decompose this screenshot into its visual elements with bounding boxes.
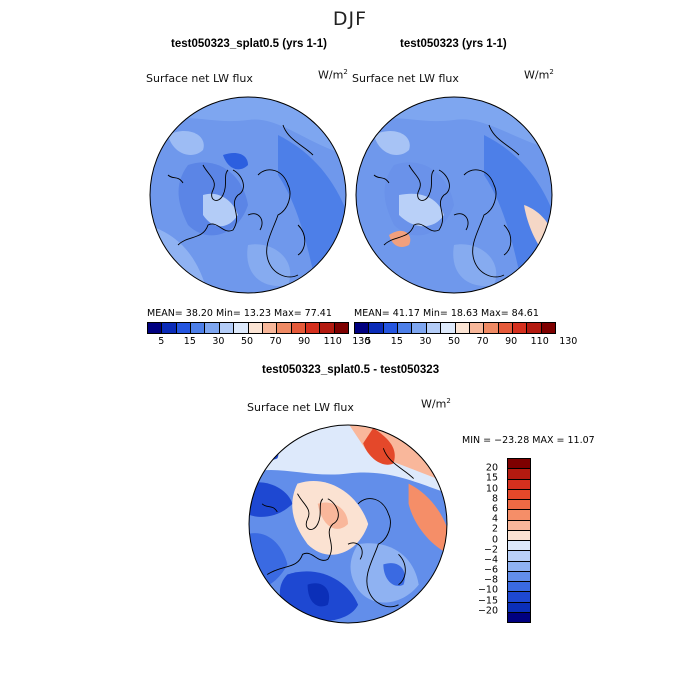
colorbar-swatch xyxy=(508,612,530,622)
panel1-unit: W/m2 xyxy=(318,68,348,82)
colorbar-tick-label: 70 xyxy=(269,336,282,347)
colorbar-swatch xyxy=(148,323,163,333)
colorbar-tick-label: −6 xyxy=(483,564,498,576)
colorbar-swatch xyxy=(508,520,530,531)
colorbar-swatch xyxy=(248,323,263,333)
colorbar-swatch xyxy=(277,323,292,333)
colorbar-swatch xyxy=(219,323,235,333)
colorbar-swatch xyxy=(369,323,384,333)
colorbar-tick-label: 20 xyxy=(485,462,498,474)
colorbar-swatch xyxy=(508,561,530,572)
colorbar-tick-label: −8 xyxy=(483,574,498,586)
colorbar-swatch xyxy=(508,530,530,541)
colorbar-tick-label: 90 xyxy=(298,336,311,347)
colorbar-swatch xyxy=(508,500,530,511)
panel2-polar-map xyxy=(355,96,553,294)
colorbar-swatch xyxy=(262,323,278,333)
colorbar-tick-label: 4 xyxy=(491,513,498,525)
colorbar-tick-label: 110 xyxy=(323,336,342,347)
colorbar-tick-label: 5 xyxy=(158,336,165,347)
colorbar-tick-label: 15 xyxy=(183,336,196,347)
colorbar-swatch xyxy=(508,571,530,582)
colorbar-swatch xyxy=(484,323,499,333)
diff-variable: Surface net LW flux xyxy=(247,401,354,414)
colorbar-swatch xyxy=(191,323,206,333)
colorbar-tick-label: 30 xyxy=(419,336,432,347)
colorbar-swatch xyxy=(234,323,249,333)
colorbar-swatch xyxy=(527,323,542,333)
colorbar-tick-label: 90 xyxy=(505,336,518,347)
colorbar-swatch xyxy=(508,510,530,521)
colorbar-swatch xyxy=(176,323,192,333)
colorbar-swatch xyxy=(412,323,427,333)
colorbar-tick-label: 0 xyxy=(491,534,498,545)
colorbar-swatch xyxy=(305,323,321,333)
panel1-variable: Surface net LW flux xyxy=(146,72,253,85)
colorbar-swatch xyxy=(508,489,530,500)
colorbar-tick-label: 50 xyxy=(240,336,254,347)
colorbar-swatch xyxy=(205,323,220,333)
colorbar-swatch xyxy=(508,551,530,562)
colorbar-swatch xyxy=(508,541,530,552)
colorbar-swatch xyxy=(541,323,556,333)
colorbar-tick-label: 10 xyxy=(485,483,498,495)
diff-colorbar-ticks: 20 15 10 8 6 4 2 0 −2 −4 −6 −8 −10 −15 −20 xyxy=(477,458,550,621)
colorbar-swatch xyxy=(441,323,456,333)
panel2-colorbar-ticks: 5 15 30 50 70 90 110 130 xyxy=(354,336,577,350)
diff-colorbar xyxy=(507,458,531,623)
colorbar-tick-label: 2 xyxy=(491,523,498,535)
panel2-colorbar xyxy=(354,322,556,334)
panel1-title: test050323_splat0.5 (yrs 1-1) xyxy=(171,38,327,50)
colorbar-swatch xyxy=(469,323,485,333)
panel2-unit: W/m2 xyxy=(524,68,554,82)
colorbar-swatch xyxy=(162,323,177,333)
colorbar-swatch xyxy=(320,323,335,333)
colorbar-tick-label: 50 xyxy=(447,336,461,347)
colorbar-tick-label: 70 xyxy=(476,336,489,347)
colorbar-swatch xyxy=(455,323,470,333)
season-title: DJF xyxy=(332,8,368,30)
diff-title: test050323_splat0.5 - test050323 xyxy=(262,364,440,376)
colorbar-tick-label: −2 xyxy=(483,544,498,556)
panel1-stats: MEAN= 38.20 Min= 13.23 Max= 77.41 xyxy=(147,308,332,319)
colorbar-swatch xyxy=(498,323,513,333)
colorbar-tick-label: −15 xyxy=(477,595,498,607)
colorbar-swatch xyxy=(508,602,530,613)
colorbar-swatch xyxy=(355,323,370,333)
panel2-stats: MEAN= 41.17 Min= 18.63 Max= 84.61 xyxy=(354,308,539,319)
panel1-colorbar xyxy=(147,322,349,334)
diff-polar-map xyxy=(248,424,448,624)
colorbar-swatch xyxy=(508,469,530,480)
colorbar-swatch xyxy=(383,323,399,333)
colorbar-tick-label: 130 xyxy=(559,336,578,347)
panel2-variable: Surface net LW flux xyxy=(352,72,459,85)
diff-unit: W/m2 xyxy=(421,397,451,411)
colorbar-swatch xyxy=(291,323,306,333)
colorbar-tick-label: −4 xyxy=(483,554,498,566)
colorbar-swatch xyxy=(508,459,530,470)
colorbar-tick-label: 110 xyxy=(530,336,549,347)
colorbar-tick-label: 5 xyxy=(365,336,372,347)
colorbar-swatch xyxy=(398,323,413,333)
colorbar-swatch xyxy=(334,323,349,333)
colorbar-tick-label: −10 xyxy=(477,584,498,596)
colorbar-tick-label: 6 xyxy=(491,503,498,515)
colorbar-tick-label: 15 xyxy=(485,472,498,484)
colorbar-swatch xyxy=(512,323,528,333)
colorbar-swatch xyxy=(508,592,530,603)
colorbar-tick-label: 30 xyxy=(212,336,225,347)
diff-stats: MIN = −23.28 MAX = 11.07 xyxy=(462,435,595,446)
colorbar-swatch xyxy=(508,479,530,490)
colorbar-tick-label: 8 xyxy=(491,493,498,505)
colorbar-tick-label: −20 xyxy=(477,605,498,617)
panel1-colorbar-ticks: 5 15 30 50 70 90 110 130 xyxy=(147,336,370,350)
colorbar-tick-label: 130 xyxy=(352,336,371,347)
colorbar-swatch xyxy=(426,323,442,333)
colorbar-tick-label: 15 xyxy=(390,336,403,347)
panel2-title: test050323 (yrs 1-1) xyxy=(400,38,507,50)
colorbar-swatch xyxy=(508,582,530,593)
panel1-polar-map xyxy=(149,96,347,294)
